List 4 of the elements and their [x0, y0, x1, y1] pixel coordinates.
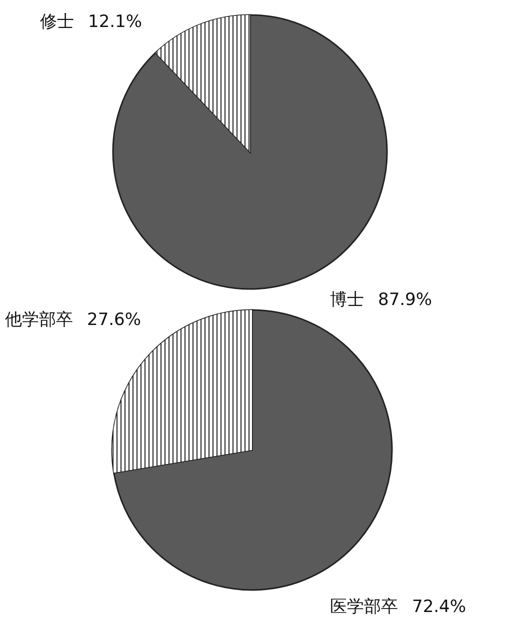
- slice-label: 他学部卒: [5, 310, 73, 330]
- slice-label: 修士: [40, 12, 74, 32]
- slice-label: 博士: [330, 290, 364, 310]
- slice-label: 医学部卒: [330, 597, 398, 617]
